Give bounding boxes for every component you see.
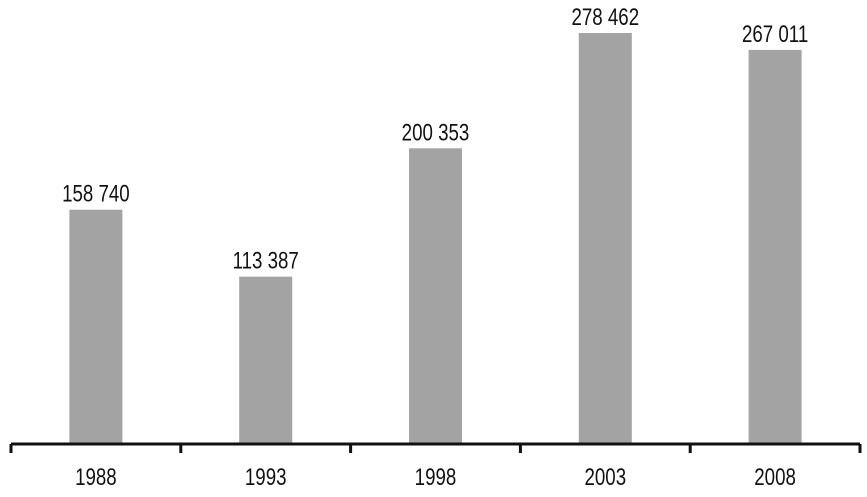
x-axis [9,442,862,453]
x-tick-label-1998: 1998 [415,464,457,491]
labels: 158 740 1988 113 387 1993 200 353 1998 278 462… [62,4,808,491]
bars [69,33,802,444]
bar-1993 [239,276,293,444]
bar-2008 [748,49,802,444]
x-tick-label-2003: 2003 [584,464,626,491]
x-tick-label-1988: 1988 [75,464,117,491]
data-label-2008: 267 011 [742,21,808,48]
bar-1988 [69,209,123,444]
data-label-1988: 158 740 [62,181,130,208]
bar-2003 [578,33,632,444]
data-label-1993: 113 387 [233,247,299,274]
bar-1998 [409,148,462,444]
x-tick-label-2008: 2008 [754,464,796,491]
x-tick-label-1993: 1993 [245,464,287,491]
data-label-1998: 200 353 [402,119,470,146]
data-label-2003: 278 462 [571,4,639,31]
